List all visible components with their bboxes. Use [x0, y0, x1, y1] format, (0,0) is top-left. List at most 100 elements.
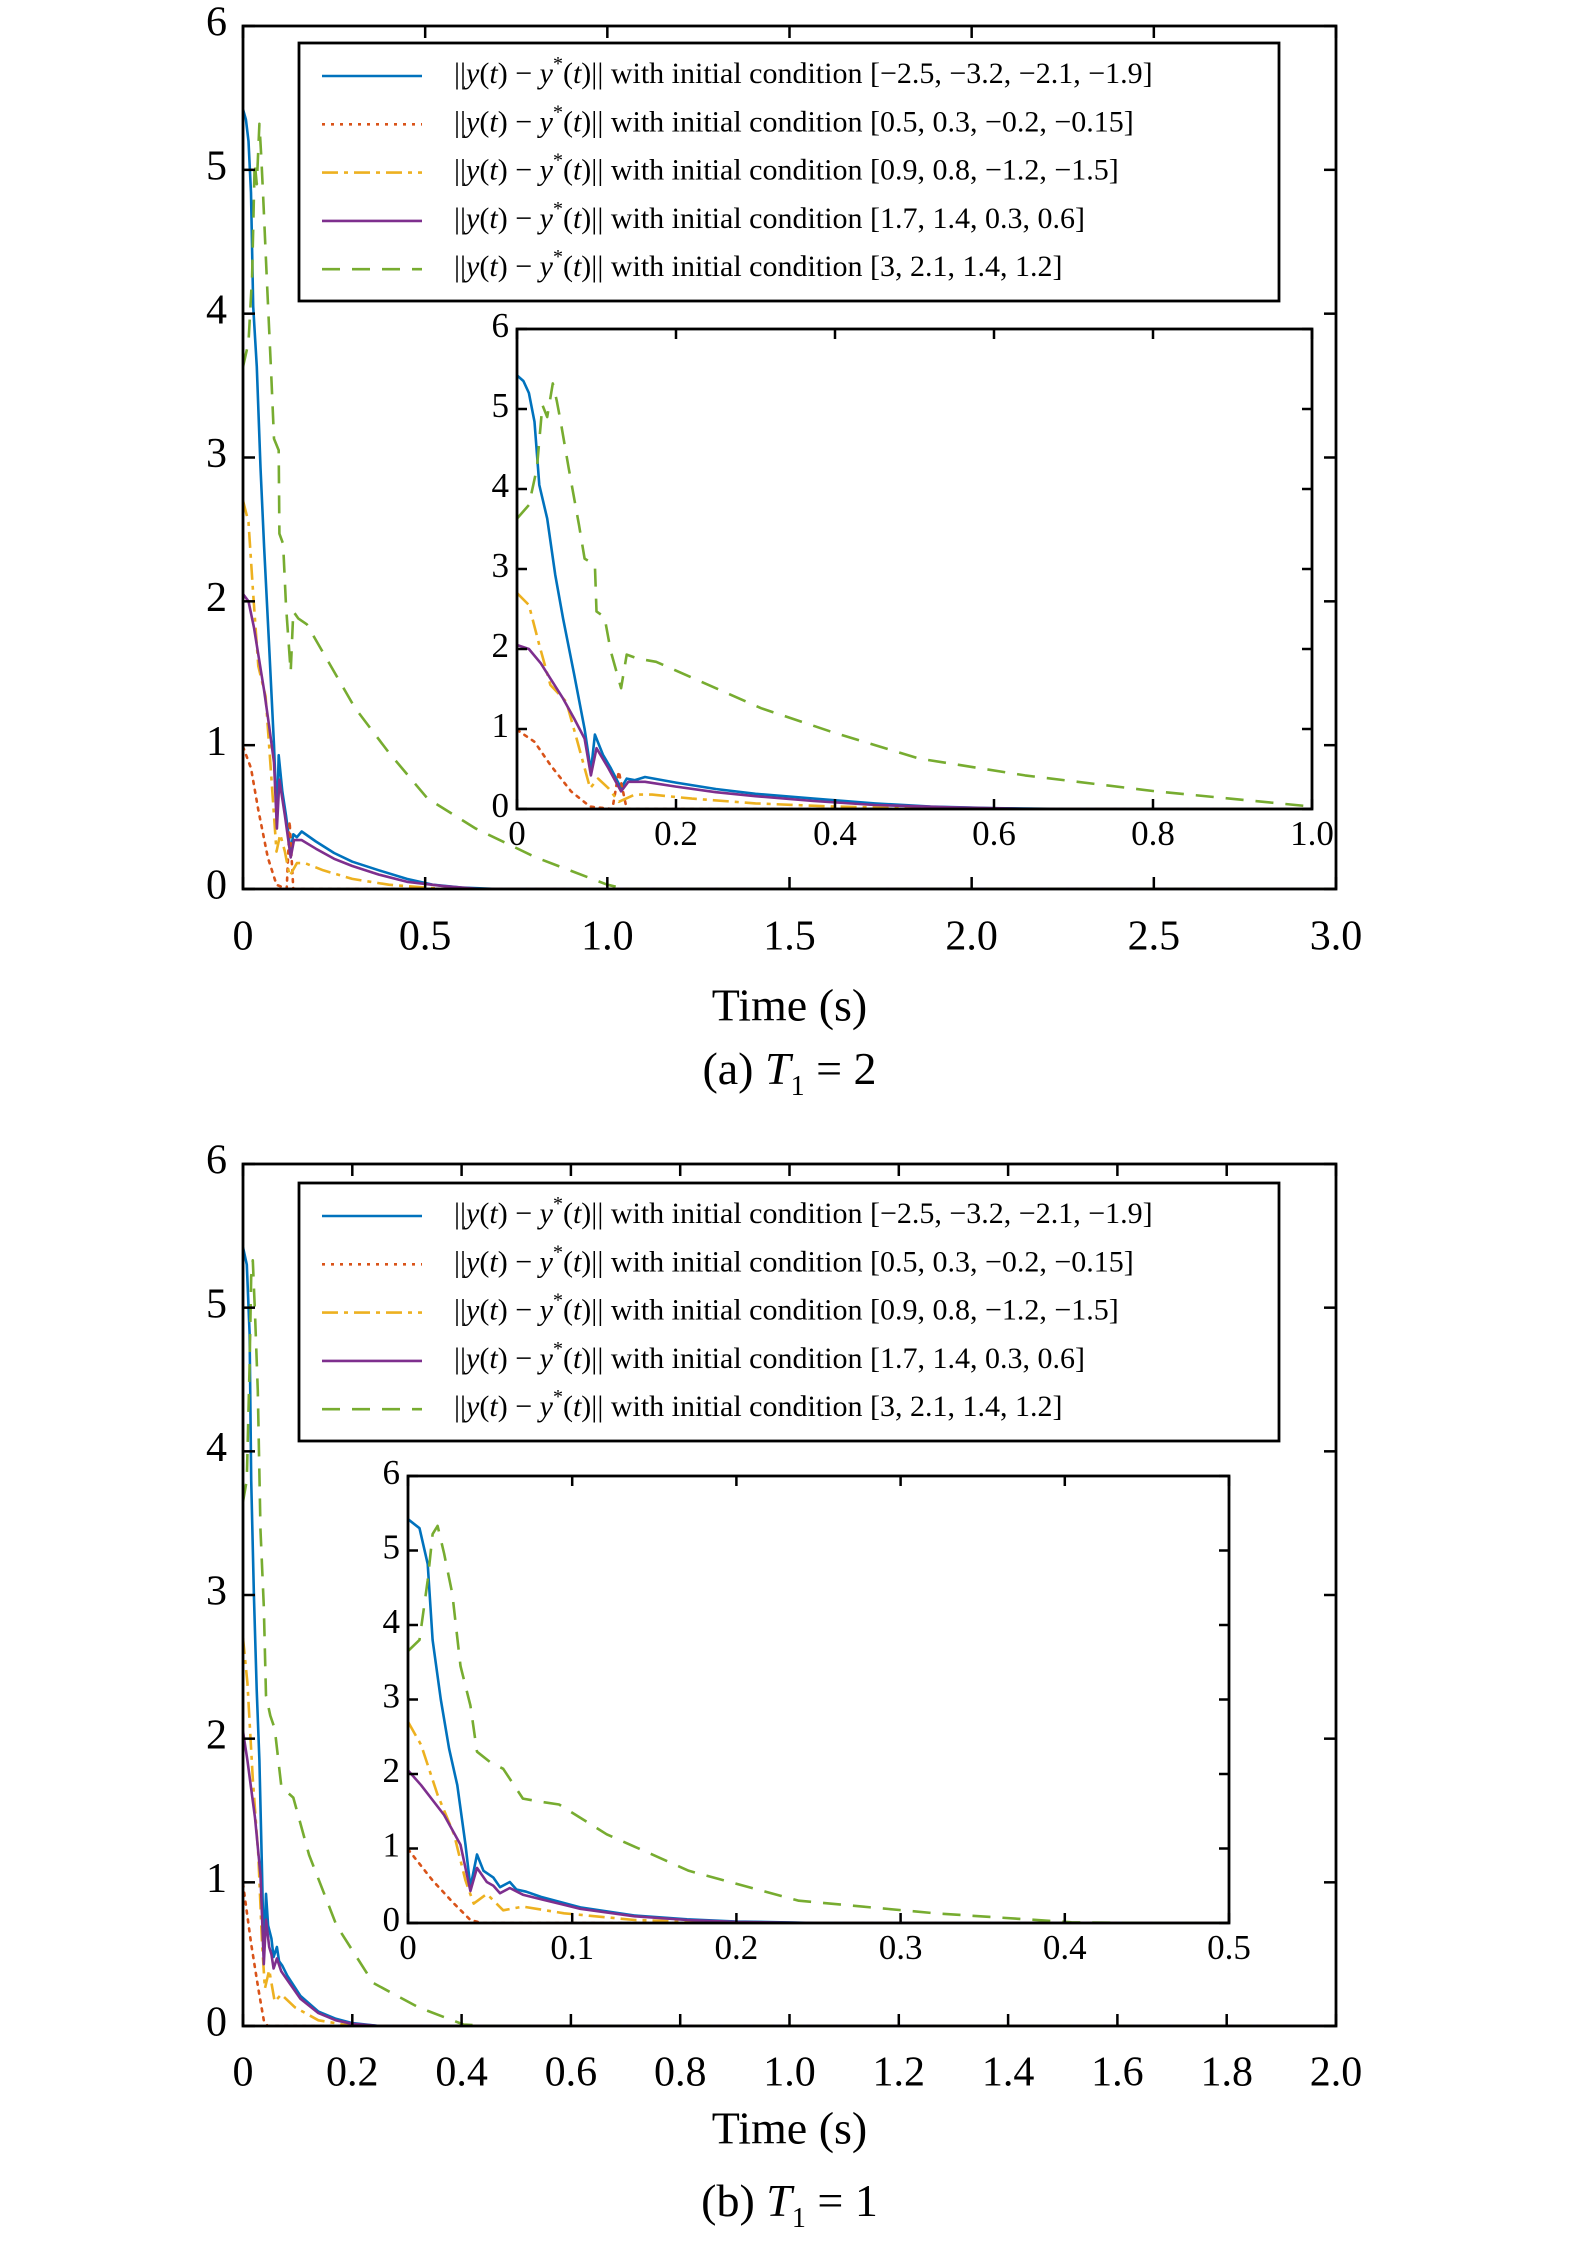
- main-1-y-tick-label: 4: [206, 1425, 227, 1471]
- main-1-series-line-5: [243, 1259, 1336, 2026]
- main-0-y-tick-label: 6: [206, 0, 227, 46]
- inset-0-x-tick-label: 0: [508, 814, 526, 853]
- inset-0-y-tick-label: 3: [492, 546, 510, 585]
- main-0-series-group: [243, 109, 1336, 889]
- main-1-x-tick-label: 1.2: [873, 2050, 926, 2096]
- inset-1-x-tick-label: 0.1: [550, 1928, 594, 1967]
- inset-0-series-line-1: [517, 374, 1312, 809]
- x-axis-label: Time (s): [712, 2103, 868, 2154]
- x-axis-label: Time (s): [712, 980, 868, 1031]
- inset-0-series-group: [517, 374, 1312, 809]
- legend-entry-2: ||y(t) − y*(t)|| with initial condition …: [454, 101, 1134, 138]
- inset-0-y-tick-label: 0: [492, 786, 510, 825]
- main-0-y-tick-label: 4: [206, 287, 227, 333]
- inset-1-x-tick-label: 0.2: [715, 1928, 759, 1967]
- legend-box: [297, 1181, 1281, 1443]
- legend-entry-5: ||y(t) − y*(t)|| with initial condition …: [454, 246, 1062, 283]
- inset-0-x-tick-label: 1.0: [1290, 814, 1334, 853]
- panel-caption: (a) T1 = 2: [702, 1043, 876, 1102]
- legend-entry-4: ||y(t) − y*(t)|| with initial condition …: [454, 1337, 1085, 1374]
- inset-1-x-tick-label: 0: [399, 1928, 417, 1967]
- legend: ||y(t) − y*(t)|| with initial condition …: [297, 41, 1281, 303]
- inset-0-x-tick-label: 0.8: [1131, 814, 1175, 853]
- inset-0-x-tick-label: 0.4: [813, 814, 857, 853]
- main-0-x-tick-label: 3.0: [1310, 914, 1363, 960]
- legend: ||y(t) − y*(t)|| with initial condition …: [297, 1181, 1281, 1443]
- main-1-x-tick-label: 1.0: [763, 2050, 816, 2096]
- inset-1-plot-area: [408, 1476, 1229, 1923]
- main-1-y-tick-label: 1: [206, 1856, 227, 1902]
- main-1-x-tick-label: 0.4: [435, 2050, 488, 2096]
- legend-entry-3: ||y(t) − y*(t)|| with initial condition …: [454, 149, 1119, 186]
- inset-1-series-line-2: [408, 1847, 1229, 1923]
- main-1-x-tick-label: 0: [233, 2050, 254, 2096]
- inset-1-series-line-5: [408, 1524, 1229, 1923]
- main-1-y-tick-label: 3: [206, 1569, 227, 1615]
- inset-1-y-tick-label: 1: [383, 1826, 401, 1865]
- inset-0-series-line-4: [517, 643, 1312, 809]
- legend-entry-3: ||y(t) − y*(t)|| with initial condition …: [454, 1289, 1119, 1326]
- main-1-y-tick-label: 5: [206, 1281, 227, 1327]
- legend-entry-1: ||y(t) − y*(t)|| with initial condition …: [454, 53, 1153, 90]
- main-1-x-tick-label: 0.8: [654, 2050, 707, 2096]
- main-0-x-tick-label: 0: [233, 914, 254, 960]
- main-0-series-line-2: [243, 745, 1336, 889]
- inset-axes: 0 0.2 0.4 0.6 0.8 1.0 0 1 2 3 4 5 6: [492, 306, 1334, 853]
- inset-1-y-tick-label: 2: [383, 1751, 401, 1790]
- inset-1-y-tick-label: 6: [383, 1453, 401, 1492]
- inset-1-y-tick-label: 3: [383, 1677, 401, 1716]
- panel-caption: (b) T1 = 1: [701, 2175, 878, 2234]
- main-0-y-tick-label: 1: [206, 719, 227, 765]
- inset-0-y-tick-label: 2: [492, 626, 510, 665]
- main-1-x-tick-label: 2.0: [1310, 2050, 1363, 2096]
- main-1-y-tick-label: 0: [206, 2000, 227, 2046]
- main-0-x-tick-label: 1.5: [763, 914, 816, 960]
- main-0-x-tick-label: 0.5: [399, 914, 452, 960]
- main-1-x-tick-label: 1.6: [1091, 2050, 1144, 2096]
- panel-b: 0 0.2 0.4 0.6 0.8 1.0 1.2 1.4 1.6 1.8 2.0 0 1 2 3 4 5 6 ||…: [206, 1138, 1362, 2234]
- main-0-x-tick-label: 2.5: [1128, 914, 1181, 960]
- inset-1-y-tick-label: 0: [383, 1900, 401, 1939]
- main-1-series-line-4: [243, 1731, 1336, 2026]
- inset-0-y-tick-label: 4: [492, 466, 510, 505]
- main-0-series-line-5: [243, 122, 1336, 889]
- legend-entry-5: ||y(t) − y*(t)|| with initial condition …: [454, 1386, 1062, 1423]
- main-0-x-tick-label: 1.0: [581, 914, 634, 960]
- main-1-x-tick-label: 0.6: [545, 2050, 598, 2096]
- main-1-y-tick-label: 2: [206, 1712, 227, 1758]
- panel-a: 0 0.5 1.0 1.5 2.0 2.5 3.0 0 1 2 3 4 5 6 ||y(t) − y*(t)…: [206, 0, 1362, 1102]
- main-0-y-tick-label: 2: [206, 575, 227, 621]
- inset-1-y-tick-label: 4: [383, 1602, 401, 1641]
- inset-0-series-line-3: [517, 592, 1312, 809]
- inset-1-series-line-3: [408, 1721, 1229, 1923]
- inset-1-x-tick-label: 0.4: [1043, 1928, 1087, 1967]
- inset-axes: 0 0.1 0.2 0.3 0.4 0.5 0 1 2 3 4 5 6: [383, 1453, 1251, 1967]
- inset-1-x-tick-label: 0.3: [879, 1928, 923, 1967]
- legend-box: [297, 41, 1281, 303]
- legend-entry-1: ||y(t) − y*(t)|| with initial condition …: [454, 1193, 1153, 1230]
- legend-entry-4: ||y(t) − y*(t)|| with initial condition …: [454, 197, 1085, 234]
- inset-0-y-tick-label: 5: [492, 386, 510, 425]
- main-1-series-group: [243, 1247, 1336, 2026]
- main-0-y-tick-label: 5: [206, 143, 227, 189]
- main-0-y-tick-label: 3: [206, 431, 227, 477]
- main-0-series-line-4: [243, 593, 1336, 889]
- inset-0-series-line-2: [517, 728, 1312, 809]
- inset-1-series-line-4: [408, 1769, 1229, 1923]
- main-0-y-tick-label: 0: [206, 863, 227, 909]
- inset-0-y-tick-label: 6: [492, 306, 510, 345]
- inset-0-y-tick-label: 1: [492, 706, 510, 745]
- main-1-y-tick-label: 6: [206, 1138, 227, 1184]
- inset-1-series-group: [408, 1518, 1229, 1923]
- inset-0-series-line-5: [517, 382, 1312, 808]
- inset-0-x-tick-label: 0.6: [972, 814, 1016, 853]
- main-1-x-tick-label: 1.8: [1200, 2050, 1253, 2096]
- main-1-series-line-1: [243, 1247, 1336, 2026]
- inset-1-y-tick-label: 5: [383, 1528, 401, 1567]
- main-1-series-line-3: [243, 1637, 1336, 2026]
- inset-0-x-tick-label: 0.2: [654, 814, 698, 853]
- main-1-x-tick-label: 1.4: [982, 2050, 1035, 2096]
- main-0-x-tick-label: 2.0: [945, 914, 998, 960]
- legend-entry-2: ||y(t) − y*(t)|| with initial condition …: [454, 1241, 1134, 1278]
